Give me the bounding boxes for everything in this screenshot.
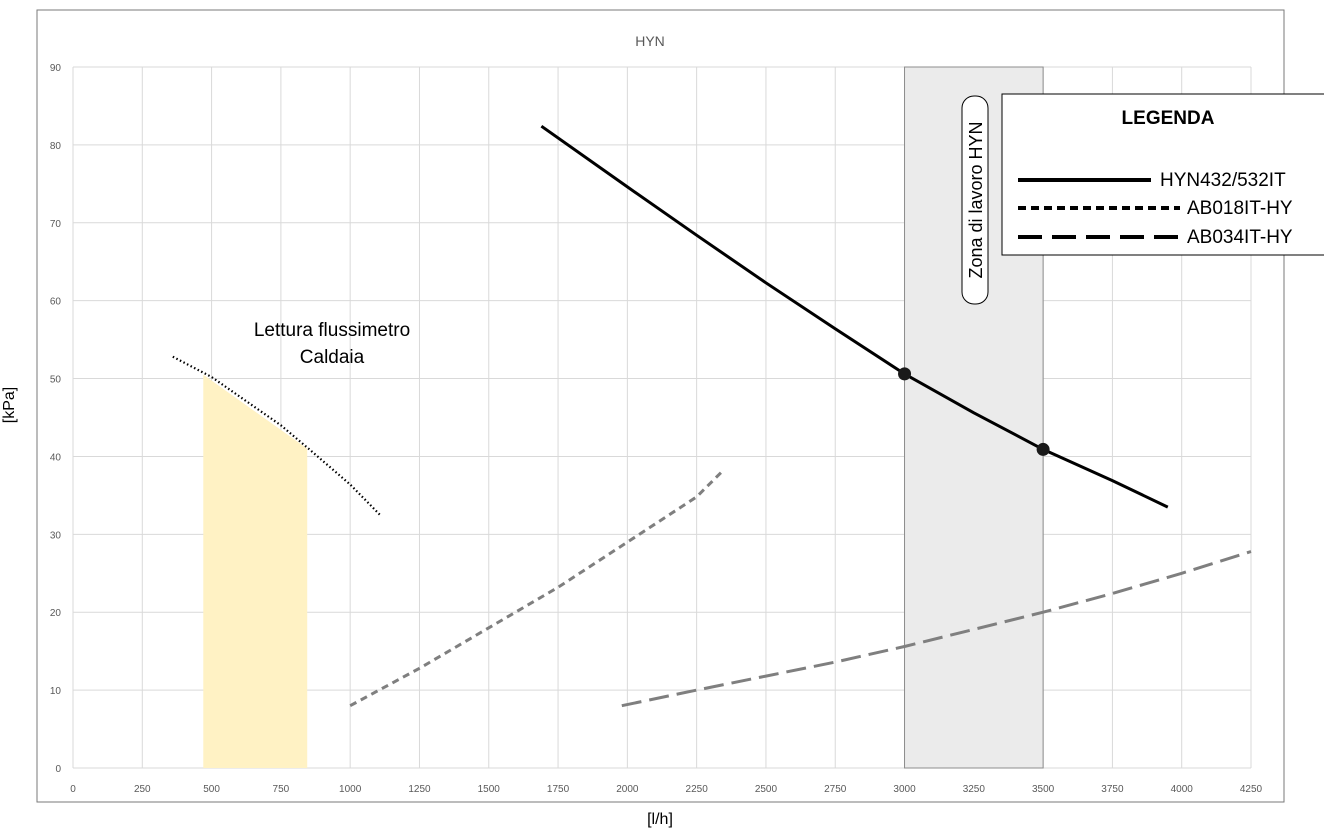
annotation-work-zone: Zona di lavoro HYN <box>961 95 989 305</box>
series-markers <box>898 367 1050 456</box>
x-tick-label: 3750 <box>1101 784 1124 795</box>
series-lines <box>172 124 1252 708</box>
y-tick-label: 10 <box>50 686 62 697</box>
y-tick-label: 80 <box>50 141 62 152</box>
x-tick-label: 2250 <box>686 784 709 795</box>
x-tick-label: 4000 <box>1171 784 1194 795</box>
y-tick-label: 30 <box>50 530 62 541</box>
y-tick-label: 50 <box>50 375 62 386</box>
x-tick-label: 1250 <box>408 784 431 795</box>
x-tick-label: 1000 <box>339 784 362 795</box>
y-tick-label: 20 <box>50 608 62 619</box>
work-zone-label-box <box>961 95 989 305</box>
work-zone-label: Zona di lavoro HYN <box>966 121 986 278</box>
boiler-reading-region <box>203 374 308 768</box>
series-ab034it-hy <box>621 550 1252 708</box>
operating-point-marker <box>898 367 912 381</box>
legend: LEGENDA HYN432/532IT AB018IT-HY AB034IT-… <box>1001 93 1324 256</box>
y-tick-label: 70 <box>50 219 62 230</box>
legend-label-2: AB034IT-HY <box>1187 227 1293 248</box>
x-tick-label: 3000 <box>893 784 916 795</box>
annotation-boiler-line2: Caldaia <box>300 347 365 368</box>
legend-label-1: AB018IT-HY <box>1187 198 1293 219</box>
x-tick-label: 2000 <box>616 784 639 795</box>
y-axis-title: [kPa] <box>1 387 18 423</box>
x-tick-label: 500 <box>203 784 220 795</box>
x-tick-label: 1500 <box>478 784 501 795</box>
x-axis-title: [l/h] <box>647 811 673 828</box>
x-tick-label: 3250 <box>963 784 986 795</box>
x-tick-label: 4250 <box>1240 784 1263 795</box>
chart-title: HYN <box>635 33 665 49</box>
x-tick-label: 750 <box>273 784 290 795</box>
y-tick-label: 90 <box>50 63 62 74</box>
y-tick-label: 0 <box>55 764 61 775</box>
x-tick-label: 0 <box>70 784 76 795</box>
y-tick-label: 60 <box>50 297 62 308</box>
x-tick-label: 2500 <box>755 784 778 795</box>
operating-point-marker <box>1036 442 1050 456</box>
legend-box <box>1001 93 1324 256</box>
legend-title: LEGENDA <box>1122 108 1215 129</box>
series-ab018it-hy <box>349 470 723 708</box>
series-hyn432-532it <box>540 124 1169 509</box>
x-tick-label: 250 <box>134 784 151 795</box>
x-tick-label: 3500 <box>1032 784 1055 795</box>
x-tick-labels: 0 250 500 750 1000 1250 1500 1750 2000 2250 2500 27… <box>70 784 1262 795</box>
series-boiler-flowmeter <box>172 355 382 517</box>
x-tick-label: 2750 <box>824 784 847 795</box>
shaded-regions <box>203 66 1044 769</box>
legend-label-0: HYN432/532IT <box>1160 170 1286 191</box>
x-tick-label: 1750 <box>547 784 570 795</box>
y-tick-labels: 0 10 20 30 40 50 60 70 80 90 <box>50 63 62 775</box>
y-tick-label: 40 <box>50 452 62 463</box>
annotation-boiler-line1: Lettura flussimetro <box>254 320 410 341</box>
